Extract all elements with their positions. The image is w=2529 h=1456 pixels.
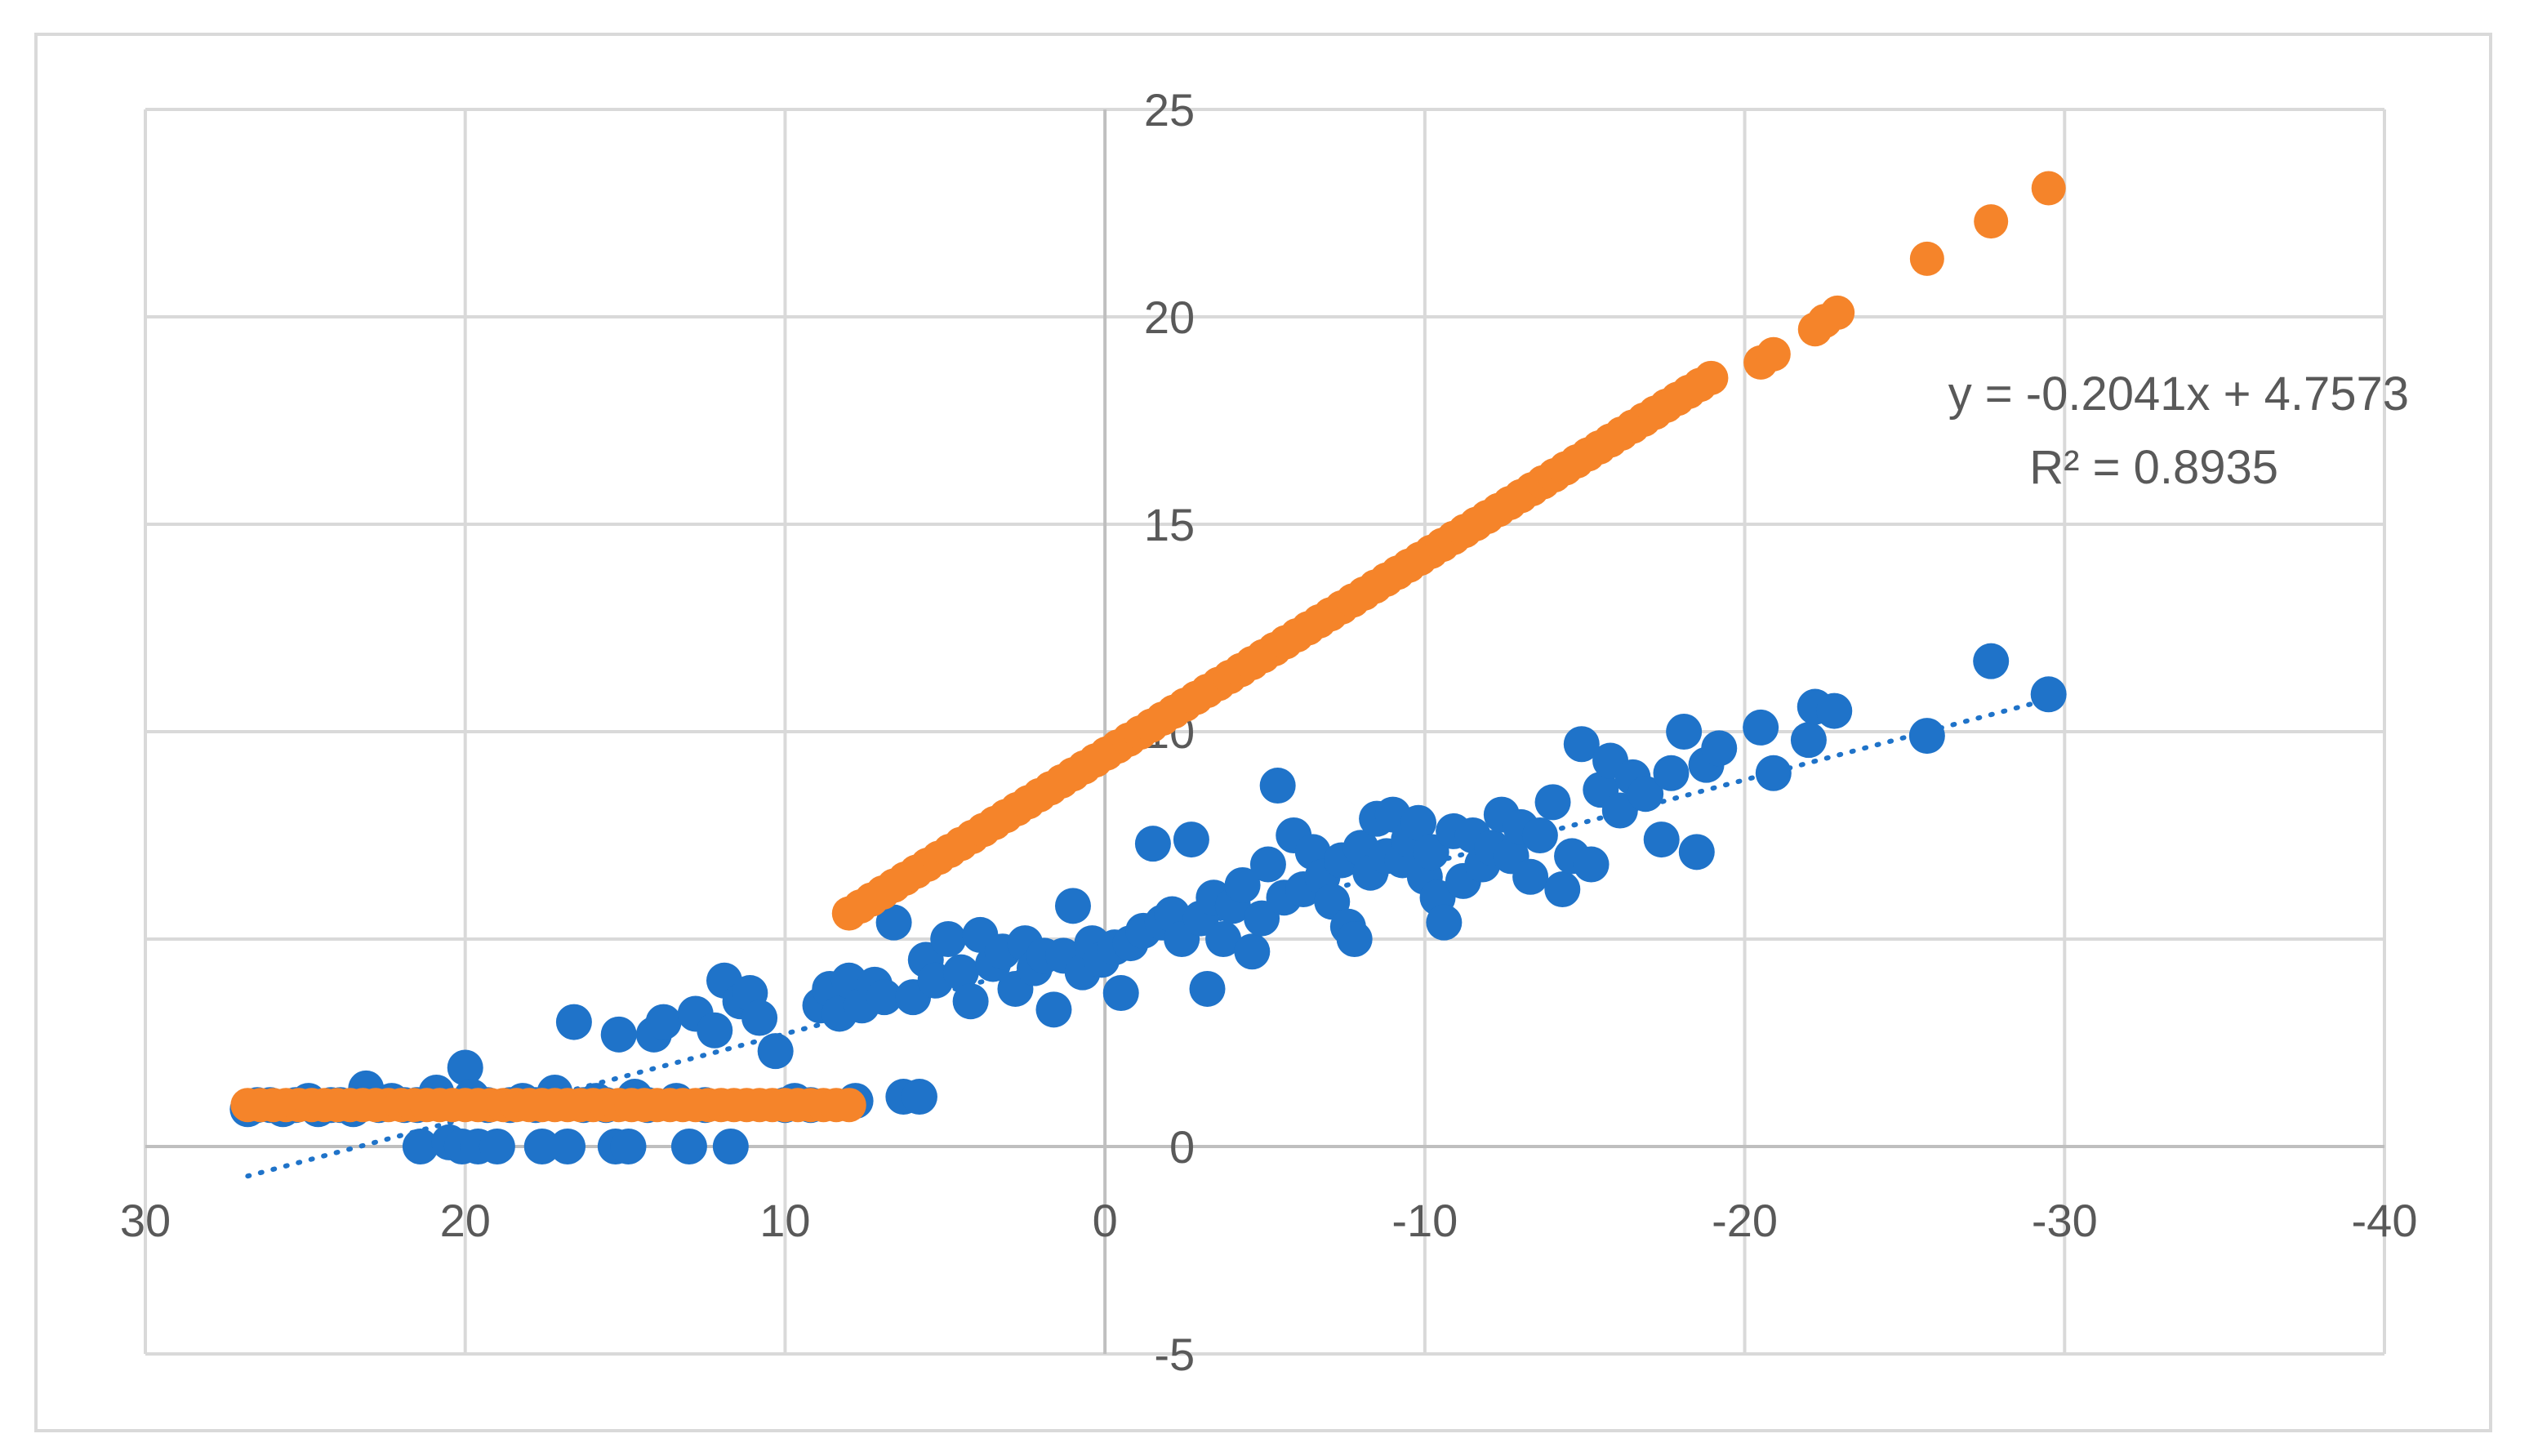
blue-point xyxy=(645,1004,682,1040)
blue-point xyxy=(1563,726,1600,763)
blue-point xyxy=(1755,755,1792,791)
y-tick-label: 15 xyxy=(1144,499,1195,550)
blue-point xyxy=(1521,817,1558,853)
y-tick-label: -5 xyxy=(1154,1329,1195,1380)
blue-point xyxy=(712,1129,749,1164)
blue-point xyxy=(1259,768,1296,804)
blue-point xyxy=(901,1079,937,1115)
trendline-equation: y = -0.2041x + 4.7573 xyxy=(1948,367,2409,421)
blue-point xyxy=(1627,776,1664,813)
blue-point xyxy=(600,1016,637,1053)
blue-point xyxy=(930,921,967,957)
blue-point xyxy=(942,954,979,991)
blue-point xyxy=(952,983,989,1020)
blue-point xyxy=(1512,858,1549,895)
blue-point xyxy=(1643,822,1680,858)
blue-point xyxy=(1743,709,1779,746)
x-tick-label: -30 xyxy=(2032,1195,2098,1246)
blue-point xyxy=(670,1129,707,1164)
orange-point xyxy=(2031,171,2066,206)
blue-point xyxy=(1189,970,1226,1007)
blue-point xyxy=(1534,784,1571,821)
blue-point xyxy=(523,1129,560,1164)
blue-point xyxy=(1544,871,1581,908)
blue-point xyxy=(757,1033,794,1070)
blue-point xyxy=(1400,804,1437,841)
blue-point xyxy=(1816,692,1853,729)
x-tick-label: 30 xyxy=(120,1195,171,1246)
orange-point xyxy=(1820,295,1855,330)
blue-point xyxy=(1666,714,1703,750)
blue-point xyxy=(555,1004,592,1040)
blue-point xyxy=(1134,826,1171,862)
blue-point xyxy=(1173,822,1209,858)
blue-point xyxy=(741,1000,778,1036)
gridlines xyxy=(144,108,2386,1356)
orange-point xyxy=(1694,360,1729,395)
blue-point xyxy=(1249,846,1286,883)
blue-point xyxy=(1054,888,1091,924)
orange-point xyxy=(1974,204,2009,239)
blue-point xyxy=(2030,676,2067,713)
axes xyxy=(145,109,2384,1354)
blue-point xyxy=(447,1049,483,1086)
orange-point xyxy=(1909,241,1944,276)
blue-point xyxy=(1973,643,2010,679)
blue-point xyxy=(1336,921,1373,957)
blue-point xyxy=(1701,730,1738,767)
x-tick-label: 0 xyxy=(1093,1195,1118,1246)
blue-point xyxy=(875,904,912,941)
blue-point xyxy=(550,1129,586,1164)
blue-point xyxy=(1790,722,1827,759)
blue-point xyxy=(1653,755,1690,791)
blue-point xyxy=(1678,834,1715,870)
blue-point xyxy=(1224,866,1261,903)
x-tick-label: -40 xyxy=(2352,1195,2418,1246)
blue-point xyxy=(1426,904,1463,941)
orange-point xyxy=(1756,336,1791,372)
y-tick-label: 0 xyxy=(1169,1121,1195,1173)
x-tick-label: -10 xyxy=(1391,1195,1458,1246)
orange-point xyxy=(831,1088,866,1123)
blue-point xyxy=(1908,718,1945,755)
trendline-r-squared: R² = 0.8935 xyxy=(2029,441,2278,494)
blue-point xyxy=(866,979,902,1016)
x-tick-label: -20 xyxy=(1712,1195,1778,1246)
trendline-annotation: y = -0.2041x + 4.7573 R² = 0.8935 xyxy=(1948,367,2409,494)
blue-point xyxy=(1102,975,1139,1012)
blue-point xyxy=(697,1012,733,1049)
data-series xyxy=(229,171,2067,1164)
x-tick-label: 20 xyxy=(440,1195,491,1246)
blue-point xyxy=(402,1129,439,1164)
y-tick-label: 20 xyxy=(1144,292,1195,343)
x-tick-label: 10 xyxy=(759,1195,810,1246)
y-tick-label: 25 xyxy=(1144,84,1195,136)
blue-point xyxy=(1573,846,1610,883)
blue-point xyxy=(479,1129,515,1164)
blue-point xyxy=(1601,792,1638,829)
blue-point xyxy=(610,1129,647,1164)
blue-point xyxy=(1035,991,1072,1028)
blue-point xyxy=(1205,921,1242,957)
blue-point xyxy=(1234,933,1271,970)
